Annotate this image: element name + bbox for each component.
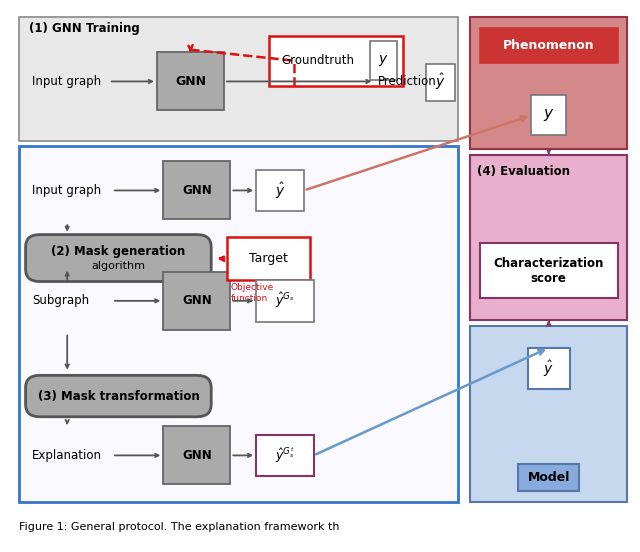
Text: algorithm: algorithm bbox=[92, 261, 145, 272]
Bar bbox=[163, 426, 230, 485]
Bar bbox=[269, 36, 403, 86]
Text: (4) Evaluation: (4) Evaluation bbox=[477, 164, 570, 178]
Bar bbox=[163, 272, 230, 330]
Text: Groundtruth: Groundtruth bbox=[282, 54, 355, 67]
Text: (3) Mask transformation: (3) Mask transformation bbox=[38, 390, 199, 402]
Text: GNN: GNN bbox=[182, 294, 212, 307]
Text: $\hat{y}^{G_s^t}$: $\hat{y}^{G_s^t}$ bbox=[275, 445, 294, 465]
Text: Phenomenon: Phenomenon bbox=[503, 39, 595, 52]
Text: Explanation: Explanation bbox=[32, 449, 102, 462]
Bar bbox=[470, 17, 627, 149]
Text: Subgraph: Subgraph bbox=[32, 294, 89, 307]
Text: $\hat{y}$: $\hat{y}$ bbox=[543, 358, 554, 379]
Bar bbox=[426, 63, 455, 102]
Text: score: score bbox=[531, 272, 567, 285]
Bar bbox=[370, 41, 397, 80]
Text: (2) Mask generation: (2) Mask generation bbox=[51, 245, 186, 258]
Bar bbox=[480, 243, 618, 298]
Text: $\hat{y}^{G_s}$: $\hat{y}^{G_s}$ bbox=[275, 291, 294, 310]
Text: $y$: $y$ bbox=[543, 108, 555, 123]
Text: Model: Model bbox=[527, 471, 570, 484]
Text: Prediction: Prediction bbox=[378, 75, 436, 88]
Bar bbox=[528, 348, 570, 389]
Text: GNN: GNN bbox=[175, 75, 206, 88]
Text: Input graph: Input graph bbox=[32, 75, 101, 88]
Text: $y$: $y$ bbox=[378, 53, 388, 68]
Bar bbox=[480, 28, 618, 63]
FancyBboxPatch shape bbox=[26, 375, 211, 417]
Bar bbox=[531, 95, 566, 135]
Text: Characterization: Characterization bbox=[493, 257, 604, 270]
Bar bbox=[19, 17, 458, 141]
Bar bbox=[227, 237, 310, 280]
Bar bbox=[256, 170, 304, 211]
Text: Objective
function: Objective function bbox=[230, 283, 274, 302]
Text: GNN: GNN bbox=[182, 449, 212, 462]
Bar bbox=[470, 155, 627, 320]
Bar bbox=[470, 326, 627, 502]
Bar bbox=[518, 464, 579, 491]
Bar bbox=[157, 52, 224, 110]
Text: (1) GNN Training: (1) GNN Training bbox=[29, 22, 140, 35]
Bar bbox=[163, 161, 230, 219]
Bar bbox=[256, 435, 314, 476]
Text: $\hat{y}$: $\hat{y}$ bbox=[275, 181, 285, 200]
Bar bbox=[256, 280, 314, 321]
Text: Figure 1: General protocol. The explanation framework th: Figure 1: General protocol. The explanat… bbox=[19, 522, 340, 532]
Text: GNN: GNN bbox=[182, 184, 212, 197]
Text: $\hat{y}$: $\hat{y}$ bbox=[435, 71, 445, 92]
Text: Input graph: Input graph bbox=[32, 184, 101, 197]
FancyBboxPatch shape bbox=[26, 235, 211, 282]
Bar bbox=[19, 146, 458, 502]
Text: Target: Target bbox=[250, 252, 288, 266]
